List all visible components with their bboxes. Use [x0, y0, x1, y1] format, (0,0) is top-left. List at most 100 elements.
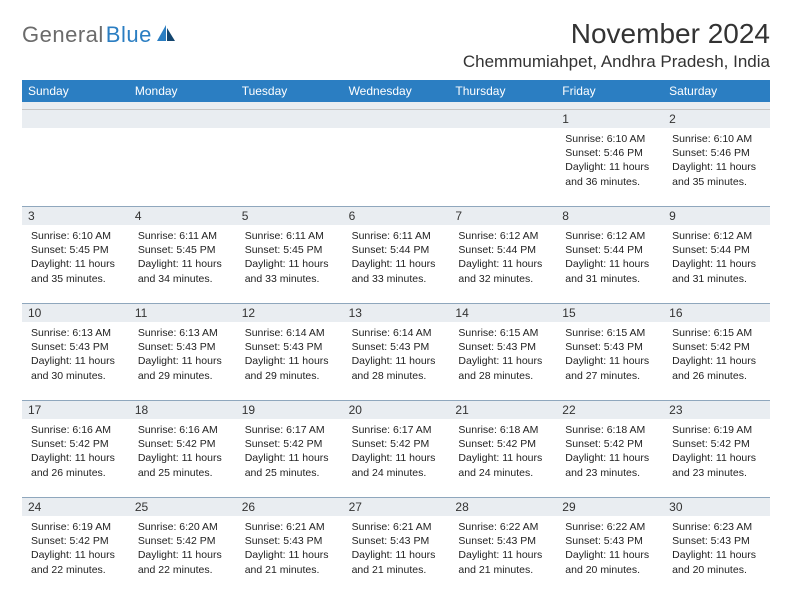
info-line: and 34 minutes.: [138, 272, 227, 286]
info-line: Sunrise: 6:18 AM: [458, 423, 547, 437]
info-line: and 25 minutes.: [138, 466, 227, 480]
date-number-row: 10111213141516: [22, 303, 770, 322]
info-line: Sunrise: 6:11 AM: [138, 229, 227, 243]
date-number: 29: [556, 498, 663, 516]
day-info: Sunrise: 6:18 AMSunset: 5:42 PMDaylight:…: [560, 421, 659, 482]
info-line: Daylight: 11 hours: [565, 160, 654, 174]
info-line: Sunrise: 6:11 AM: [352, 229, 441, 243]
weeks-container: 12Sunrise: 6:10 AMSunset: 5:46 PMDayligh…: [22, 110, 770, 594]
info-line: Sunrise: 6:10 AM: [565, 132, 654, 146]
calendar-cell: Sunrise: 6:20 AMSunset: 5:42 PMDaylight:…: [129, 516, 236, 594]
info-line: Sunrise: 6:14 AM: [352, 326, 441, 340]
info-line: Sunset: 5:43 PM: [138, 340, 227, 354]
spacer-row: [22, 102, 770, 110]
calendar-cell: Sunrise: 6:16 AMSunset: 5:42 PMDaylight:…: [22, 419, 129, 497]
calendar-cell: [22, 128, 129, 206]
day-header: Monday: [129, 80, 236, 102]
day-info: Sunrise: 6:22 AMSunset: 5:43 PMDaylight:…: [560, 518, 659, 579]
calendar-grid: SundayMondayTuesdayWednesdayThursdayFrid…: [22, 80, 770, 594]
info-line: and 31 minutes.: [565, 272, 654, 286]
info-line: Daylight: 11 hours: [138, 548, 227, 562]
date-number: 22: [556, 401, 663, 419]
info-line: Sunrise: 6:13 AM: [31, 326, 120, 340]
info-line: Sunrise: 6:15 AM: [458, 326, 547, 340]
day-header: Thursday: [449, 80, 556, 102]
date-number: 27: [343, 498, 450, 516]
calendar-cell: Sunrise: 6:18 AMSunset: 5:42 PMDaylight:…: [449, 419, 556, 497]
date-number: 7: [449, 207, 556, 225]
calendar-cell: Sunrise: 6:11 AMSunset: 5:44 PMDaylight:…: [343, 225, 450, 303]
day-info: Sunrise: 6:16 AMSunset: 5:42 PMDaylight:…: [133, 421, 232, 482]
calendar-cell: Sunrise: 6:14 AMSunset: 5:43 PMDaylight:…: [236, 322, 343, 400]
date-number: 23: [663, 401, 770, 419]
info-line: and 30 minutes.: [31, 369, 120, 383]
info-line: Sunset: 5:43 PM: [565, 534, 654, 548]
info-line: Daylight: 11 hours: [245, 548, 334, 562]
info-line: Sunset: 5:43 PM: [672, 534, 761, 548]
day-info: Sunrise: 6:15 AMSunset: 5:43 PMDaylight:…: [453, 324, 552, 385]
info-line: Sunset: 5:45 PM: [245, 243, 334, 257]
day-info: Sunrise: 6:12 AMSunset: 5:44 PMDaylight:…: [667, 227, 766, 288]
info-line: Sunset: 5:46 PM: [672, 146, 761, 160]
info-line: and 20 minutes.: [565, 563, 654, 577]
date-number: [343, 110, 450, 128]
info-line: Sunset: 5:43 PM: [352, 534, 441, 548]
day-info: Sunrise: 6:21 AMSunset: 5:43 PMDaylight:…: [347, 518, 446, 579]
info-line: Sunrise: 6:10 AM: [31, 229, 120, 243]
day-info: Sunrise: 6:10 AMSunset: 5:46 PMDaylight:…: [560, 130, 659, 191]
day-info: Sunrise: 6:16 AMSunset: 5:42 PMDaylight:…: [26, 421, 125, 482]
calendar-page: GeneralBlue November 2024 Chemmumiahpet,…: [0, 0, 792, 604]
info-line: Sunset: 5:45 PM: [31, 243, 120, 257]
info-line: and 29 minutes.: [138, 369, 227, 383]
info-line: Daylight: 11 hours: [672, 354, 761, 368]
info-line: Daylight: 11 hours: [672, 257, 761, 271]
day-info: Sunrise: 6:13 AMSunset: 5:43 PMDaylight:…: [133, 324, 232, 385]
info-line: Sunrise: 6:17 AM: [352, 423, 441, 437]
info-line: and 33 minutes.: [245, 272, 334, 286]
date-number: 12: [236, 304, 343, 322]
info-line: Sunrise: 6:20 AM: [138, 520, 227, 534]
calendar-cell: Sunrise: 6:17 AMSunset: 5:42 PMDaylight:…: [236, 419, 343, 497]
day-info: Sunrise: 6:18 AMSunset: 5:42 PMDaylight:…: [453, 421, 552, 482]
info-line: Daylight: 11 hours: [672, 548, 761, 562]
info-line: Sunset: 5:43 PM: [352, 340, 441, 354]
info-line: Sunrise: 6:16 AM: [138, 423, 227, 437]
info-line: Sunset: 5:44 PM: [458, 243, 547, 257]
info-line: Sunrise: 6:19 AM: [31, 520, 120, 534]
info-line: Daylight: 11 hours: [245, 354, 334, 368]
info-line: Sunset: 5:42 PM: [31, 534, 120, 548]
info-line: Sunset: 5:46 PM: [565, 146, 654, 160]
location: Chemmumiahpet, Andhra Pradesh, India: [463, 52, 770, 72]
calendar-cell: Sunrise: 6:22 AMSunset: 5:43 PMDaylight:…: [449, 516, 556, 594]
date-number: 21: [449, 401, 556, 419]
calendar-cell: Sunrise: 6:21 AMSunset: 5:43 PMDaylight:…: [236, 516, 343, 594]
day-info: Sunrise: 6:19 AMSunset: 5:42 PMDaylight:…: [26, 518, 125, 579]
info-line: and 21 minutes.: [352, 563, 441, 577]
info-line: and 22 minutes.: [138, 563, 227, 577]
info-line: and 24 minutes.: [458, 466, 547, 480]
calendar-cell: Sunrise: 6:18 AMSunset: 5:42 PMDaylight:…: [556, 419, 663, 497]
day-info: Sunrise: 6:15 AMSunset: 5:43 PMDaylight:…: [560, 324, 659, 385]
info-line: Sunset: 5:43 PM: [458, 534, 547, 548]
date-number: 28: [449, 498, 556, 516]
calendar-cell: Sunrise: 6:15 AMSunset: 5:43 PMDaylight:…: [556, 322, 663, 400]
info-line: and 28 minutes.: [352, 369, 441, 383]
date-number: 13: [343, 304, 450, 322]
info-line: and 29 minutes.: [245, 369, 334, 383]
week-row: Sunrise: 6:19 AMSunset: 5:42 PM Daylight:…: [22, 516, 770, 594]
info-line: Sunset: 5:42 PM: [565, 437, 654, 451]
calendar-cell: Sunrise: 6:23 AMSunset: 5:43 PMDaylight:…: [663, 516, 770, 594]
info-line: Daylight: 11 hours: [672, 451, 761, 465]
info-line: Daylight: 11 hours: [352, 451, 441, 465]
calendar-cell: Sunrise: 6:11 AMSunset: 5:45 PMDaylight:…: [129, 225, 236, 303]
info-line: Sunrise: 6:14 AM: [245, 326, 334, 340]
info-line: Sunset: 5:43 PM: [245, 340, 334, 354]
info-line: and 25 minutes.: [245, 466, 334, 480]
info-line: Daylight: 11 hours: [458, 354, 547, 368]
week-row: Sunrise: 6:16 AM Sunset: 5:42 PM Daylight:…: [22, 419, 770, 497]
info-line: Sunrise: 6:21 AM: [245, 520, 334, 534]
calendar-cell: Sunrise: 6:17 AMSunset: 5:42 PMDaylight:…: [343, 419, 450, 497]
calendar-cell: Sunrise: 6:19 AMSunset: 5:42 PMDaylight:…: [22, 516, 129, 594]
date-number: 20: [343, 401, 450, 419]
info-line: Daylight: 11 hours: [352, 548, 441, 562]
